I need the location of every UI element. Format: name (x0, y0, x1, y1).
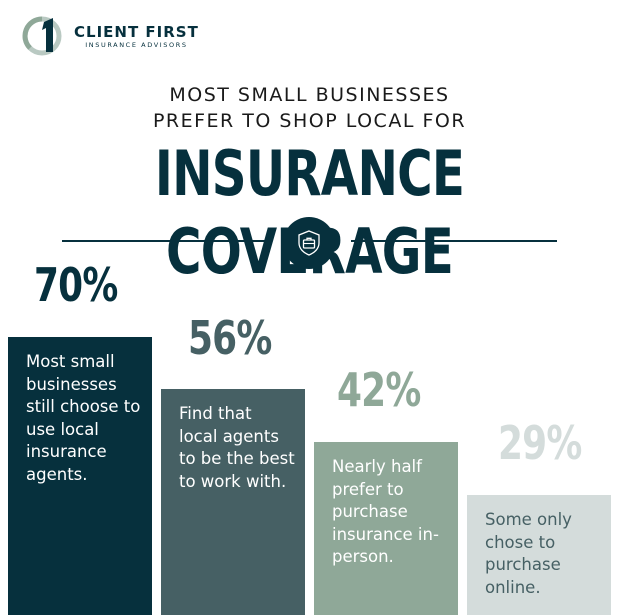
logo-name: CLIENT FIRST (74, 22, 199, 41)
bar-4: Some only chose to purchase online. (467, 495, 611, 615)
divider-left (62, 240, 268, 242)
bar-2-description: Find that local agents to be the best to… (179, 404, 295, 491)
bar-1: Most small businesses still choose to us… (8, 337, 152, 615)
bar-4-description: Some only chose to purchase online. (485, 510, 572, 597)
divider-right (351, 240, 557, 242)
logo-tagline: INSURANCE ADVISORS (85, 40, 188, 49)
shield-badge (283, 217, 335, 269)
bar-1-value: 70% (34, 258, 118, 312)
bar-2-value: 56% (188, 311, 272, 365)
subtitle-line-2: PREFER TO SHOP LOCAL FOR (152, 110, 467, 132)
c1-monogram-icon (22, 16, 62, 56)
bar-3: Nearly half prefer to purchase insurance… (314, 442, 458, 615)
shield-briefcase-icon (298, 230, 320, 256)
bar-1-description: Most small businesses still choose to us… (26, 352, 141, 484)
bar-3-description: Nearly half prefer to purchase insurance… (332, 457, 439, 566)
bar-2: Find that local agents to be the best to… (161, 389, 305, 615)
company-logo: CLIENT FIRST INSURANCE ADVISORS (22, 14, 199, 58)
subtitle-line-1: MOST SMALL BUSINESSES (169, 84, 450, 106)
bar-3-value: 42% (337, 363, 421, 417)
bar-4-value: 29% (498, 416, 582, 470)
